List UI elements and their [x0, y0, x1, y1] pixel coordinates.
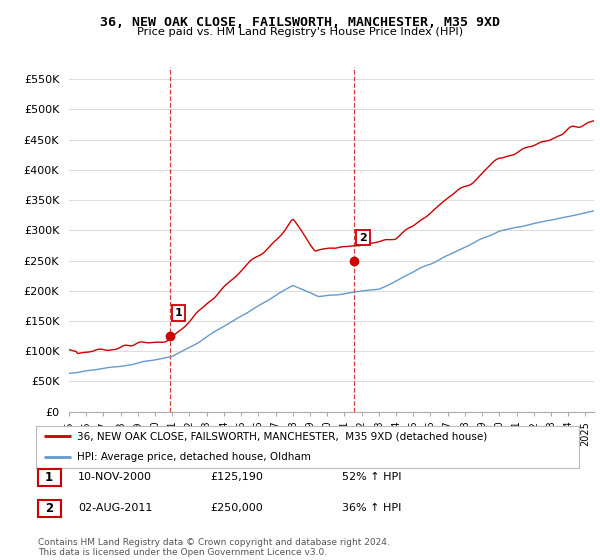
Text: 1: 1	[45, 471, 53, 484]
Text: 52% ↑ HPI: 52% ↑ HPI	[342, 472, 401, 482]
Text: 1: 1	[175, 308, 182, 318]
Text: 2: 2	[359, 232, 367, 242]
Text: 36, NEW OAK CLOSE, FAILSWORTH, MANCHESTER, M35 9XD: 36, NEW OAK CLOSE, FAILSWORTH, MANCHESTE…	[100, 16, 500, 29]
Text: Price paid vs. HM Land Registry's House Price Index (HPI): Price paid vs. HM Land Registry's House …	[137, 27, 463, 37]
Text: 10-NOV-2000: 10-NOV-2000	[78, 472, 152, 482]
Text: 36, NEW OAK CLOSE, FAILSWORTH, MANCHESTER,  M35 9XD (detached house): 36, NEW OAK CLOSE, FAILSWORTH, MANCHESTE…	[77, 431, 487, 441]
Text: 2: 2	[45, 502, 53, 515]
Text: 02-AUG-2011: 02-AUG-2011	[78, 503, 152, 513]
Text: £250,000: £250,000	[210, 503, 263, 513]
Text: £125,190: £125,190	[210, 472, 263, 482]
Text: Contains HM Land Registry data © Crown copyright and database right 2024.
This d: Contains HM Land Registry data © Crown c…	[38, 538, 389, 557]
Text: 36% ↑ HPI: 36% ↑ HPI	[342, 503, 401, 513]
Text: HPI: Average price, detached house, Oldham: HPI: Average price, detached house, Oldh…	[77, 452, 311, 462]
